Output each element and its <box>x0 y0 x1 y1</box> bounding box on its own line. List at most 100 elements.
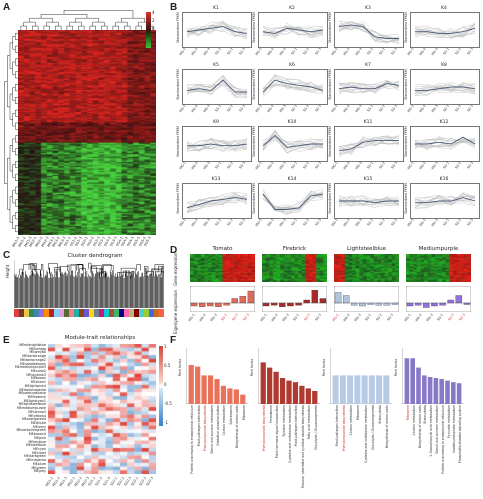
cluster-xtick: MG-1 <box>406 218 415 228</box>
enrichment-bar <box>233 389 239 404</box>
eigengene-bar <box>270 302 278 306</box>
enrichment-bar <box>220 385 227 404</box>
eigengene-barplot <box>262 286 327 312</box>
eigengene-xtick: SG-2 <box>303 313 311 322</box>
eigengene-xtick: MG-2 <box>414 313 423 323</box>
pathway-label: Ribosome <box>405 405 410 421</box>
cluster-xtick: SG-1 <box>366 47 374 56</box>
cluster-xtick: MG-2 <box>342 104 351 114</box>
rich-factor-ylabel: Rich factor <box>178 358 182 376</box>
enrichment-bar <box>267 367 273 404</box>
module-label: MEdarkolivegreen <box>16 428 46 433</box>
pathway-label: Peroxisome <box>268 405 273 423</box>
enrichment-bar <box>368 375 375 404</box>
cluster-xtick: MG-1 <box>406 47 415 57</box>
cluster-xtick: MG-2 <box>342 47 351 57</box>
cluster-xtick: SG-1 <box>214 104 222 113</box>
module-label: MEmediumpurple <box>16 406 46 411</box>
eigengene-barplot <box>406 286 471 312</box>
eigengene-bar <box>439 302 446 306</box>
eigengene-bar <box>239 296 247 304</box>
cluster-mean-line <box>415 136 476 145</box>
cluster-xtick: MG-2 <box>266 161 275 171</box>
cluster-ylabel: Standardized FPKM <box>328 183 332 214</box>
pathway-label: Ribosome <box>356 405 361 421</box>
module-color-segment <box>84 309 90 317</box>
pathway-label: Protein processing in endoplasmic reticu… <box>190 405 195 474</box>
cluster-xtick: MG-2 <box>418 161 427 171</box>
eigengene-bar <box>375 302 382 306</box>
cluster-title: K5 <box>213 63 219 68</box>
enrichment-barchart <box>330 348 392 404</box>
module-color-segment <box>74 309 80 317</box>
pathway-label: Starch and sucrose metabolism <box>434 405 439 454</box>
pathway-label: Fatty acid metabolism <box>307 405 312 440</box>
cluster-xtick: SG-2 <box>226 104 234 113</box>
cluster-xtick: MG-3 <box>430 161 439 171</box>
eigengene-xtick: MG-1 <box>403 313 413 323</box>
module-trait-title: Module-trait relationships <box>64 335 136 341</box>
cluster-ylabel: Standardized FPKM <box>404 183 408 214</box>
eigengene-xtick: SG-3 <box>385 313 394 322</box>
cluster-xtick: SG-2 <box>226 218 234 227</box>
cluster-xtick: SG-1 <box>290 218 298 227</box>
module-color-segment <box>29 309 35 317</box>
module-label: MEviolet <box>31 450 46 455</box>
cluster-mean-line <box>338 83 400 90</box>
eigengene-xtick: SG-2 <box>447 313 455 322</box>
enrichment-bar <box>273 371 279 404</box>
enrichment-bar <box>427 376 433 404</box>
cluster-title: K3 <box>365 6 371 11</box>
enrichment-bar <box>195 366 201 404</box>
enrichment-bar <box>422 375 427 404</box>
cluster-xtick: MG-2 <box>342 161 351 171</box>
eigengene-bar <box>311 290 319 304</box>
pathway-label: Endocytosis <box>378 405 383 424</box>
module-color-segment <box>144 309 150 317</box>
module-color-segment <box>134 309 140 317</box>
cluster-mean-line <box>338 24 399 39</box>
panel-letter-d: D <box>170 245 178 256</box>
pathway-label: Cysteine and methionine metabolism <box>363 405 368 463</box>
module-heatmap <box>262 254 327 282</box>
pathway-label: Starch and sucrose metabolism <box>209 405 214 454</box>
module-color-segment <box>89 309 95 317</box>
cluster-title: K9 <box>213 120 219 125</box>
eigengene-xtick: MG-3 <box>209 313 218 323</box>
cluster-title: K4 <box>441 6 447 11</box>
eigengene-barplot <box>190 286 255 312</box>
eigengene-xtick: MG-1 <box>331 313 341 323</box>
legend-tick: -4 <box>152 42 156 47</box>
cluster-title: K2 <box>289 6 295 11</box>
cluster-ylabel: Standardized FPKM <box>404 12 408 43</box>
enrichment-bar <box>214 379 220 404</box>
cluster-plot <box>334 126 404 162</box>
module-color-segment <box>49 309 55 317</box>
legend-tick: -2 <box>152 34 156 39</box>
module-label: MElightpink4 <box>24 383 46 388</box>
cluster-plot <box>182 183 252 219</box>
eigengene-bar <box>223 302 230 306</box>
cluster-xtick: SG-2 <box>454 104 462 113</box>
module-label: MEmidnightblue <box>19 343 46 347</box>
eigengene-bar <box>406 302 414 307</box>
eigengene-bar <box>287 302 294 307</box>
module-label: MEdarkmagenta <box>18 387 46 392</box>
legend-tick: 0.5 <box>164 363 171 368</box>
module-label: MEsaddlebrown <box>20 361 46 366</box>
cluster-ylabel: Standardized FPKM <box>328 12 332 43</box>
eigengene-bar <box>262 302 270 307</box>
module-label: MEgrey <box>33 469 46 474</box>
module-color-segment <box>109 309 115 317</box>
module-color-segment <box>159 309 164 317</box>
enrichment-bar <box>376 375 383 404</box>
cluster-ylabel: Standardized FPKM <box>252 12 256 43</box>
eigengene-xtick: SG-2 <box>375 313 383 322</box>
cluster-xtick: SG-1 <box>366 218 374 227</box>
enrichment-bar <box>347 375 354 404</box>
legend-tick: 4 <box>152 10 155 15</box>
panel-letter-e: E <box>3 335 10 346</box>
module-label: MEpaleturquoise <box>18 391 46 396</box>
eigengene-bar <box>367 302 374 305</box>
eigengene-bar <box>215 302 222 307</box>
